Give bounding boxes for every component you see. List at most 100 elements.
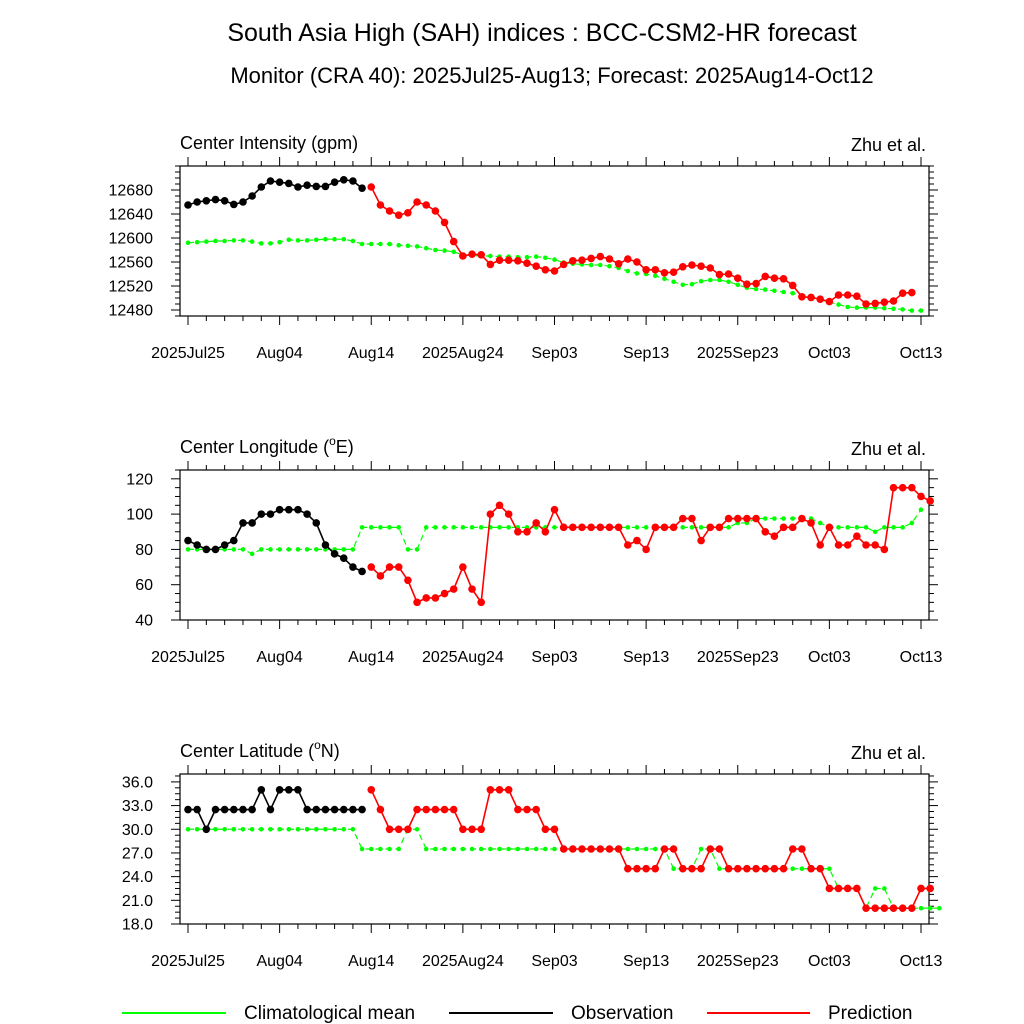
climatology-point: [772, 288, 777, 294]
x-tick-label: Oct13: [900, 953, 943, 970]
climatology-point: [368, 525, 374, 530]
prediction-point: [889, 904, 898, 913]
climatology-point: [249, 826, 255, 832]
climatology-point: [332, 236, 337, 242]
observation-point: [312, 182, 321, 191]
prediction-point: [559, 260, 568, 269]
climatology-point: [872, 886, 878, 891]
prediction-point: [724, 514, 733, 523]
climatology-point: [634, 846, 640, 852]
prediction-point: [898, 904, 907, 913]
prediction-point: [926, 497, 934, 505]
observation-point: [303, 805, 311, 814]
prediction-point: [449, 585, 458, 593]
prediction-point: [669, 845, 678, 853]
prediction-point: [422, 594, 431, 602]
legend-item: Climatological mean: [122, 1003, 415, 1024]
climatology-point: [478, 525, 484, 530]
observation-point: [184, 536, 192, 545]
climatology-point: [552, 525, 557, 530]
observation-series: [184, 176, 366, 209]
prediction-point: [504, 510, 513, 518]
prediction-point: [514, 805, 522, 814]
prediction-point: [440, 805, 449, 814]
prediction-point: [413, 805, 421, 814]
climatology-point: [524, 254, 530, 260]
climatology-point: [689, 281, 695, 287]
prediction-point: [532, 519, 540, 527]
prediction-point: [825, 884, 834, 893]
prediction-point: [724, 864, 733, 873]
climatology-point: [295, 826, 301, 832]
climatology-point: [240, 547, 246, 552]
prediction-point: [376, 805, 385, 814]
observation-point: [358, 567, 366, 576]
climatology-point: [359, 525, 365, 530]
prediction-point: [569, 257, 577, 265]
prediction-point: [688, 864, 696, 873]
prediction-series: [367, 183, 916, 308]
prediction-point: [385, 563, 394, 571]
observation-point: [266, 510, 275, 518]
climatology-point: [222, 826, 227, 832]
prediction-point: [605, 523, 614, 532]
prediction-point: [440, 589, 449, 598]
climatology-point: [442, 846, 447, 852]
climatology-point: [488, 846, 493, 852]
climatology-point: [460, 525, 466, 530]
climatology-point: [652, 846, 658, 852]
climatology-point: [689, 525, 695, 530]
prediction-point: [459, 252, 467, 260]
x-tick-label: Oct03: [808, 345, 851, 362]
prediction-point: [642, 266, 650, 274]
observation-point: [349, 805, 357, 814]
prediction-point: [541, 825, 550, 834]
prediction-point: [660, 845, 669, 853]
prediction-point: [752, 279, 760, 288]
prediction-point: [486, 260, 495, 269]
legend-label: Prediction: [828, 1003, 913, 1024]
prediction-point: [743, 514, 751, 523]
climatology-line: [188, 828, 940, 910]
climatology-point: [368, 846, 374, 852]
prediction-point: [596, 845, 605, 853]
prediction-point: [788, 281, 797, 290]
climatology-point: [451, 846, 457, 852]
prediction-point: [898, 483, 907, 492]
y-tick-label: 12480: [109, 303, 154, 320]
x-tick-label: Sep03: [531, 953, 577, 970]
climatology-point: [854, 525, 860, 530]
observation-point: [230, 536, 238, 545]
x-tick-label: Sep13: [623, 345, 669, 362]
climatology-point: [543, 255, 548, 261]
y-tick-label: 100: [126, 507, 153, 524]
prediction-point: [523, 527, 531, 536]
y-tick-label: 12520: [109, 279, 154, 296]
prediction-point: [889, 297, 898, 305]
x-tick-label: 2025Aug24: [422, 345, 504, 362]
prediction-point: [569, 845, 577, 853]
climatology-point: [249, 551, 255, 557]
climatology-point: [231, 547, 237, 552]
prediction-point: [651, 266, 660, 274]
chart-panel-1: Center Intensity (gpm) Zhu et al. 2025Jul2…: [109, 133, 943, 362]
observation-point: [321, 541, 330, 549]
prediction-point: [385, 825, 394, 834]
legend: Climatological mean Observation Prediction: [122, 1003, 913, 1024]
prediction-point: [834, 541, 843, 549]
prediction-point: [413, 598, 421, 607]
observation-point: [184, 805, 192, 814]
prediction-point: [880, 545, 889, 554]
climatology-point: [433, 846, 438, 852]
prediction-point: [807, 864, 815, 873]
prediction-point: [688, 261, 696, 269]
climatology-point: [405, 547, 411, 552]
y-tick-label: 33.0: [122, 798, 153, 815]
climatology-point: [304, 238, 310, 243]
climatology-point: [524, 846, 530, 852]
prediction-point: [578, 845, 586, 853]
observation-point: [248, 519, 256, 527]
climatology-point: [515, 846, 521, 852]
prediction-point: [715, 523, 724, 532]
observation-point: [230, 805, 238, 814]
